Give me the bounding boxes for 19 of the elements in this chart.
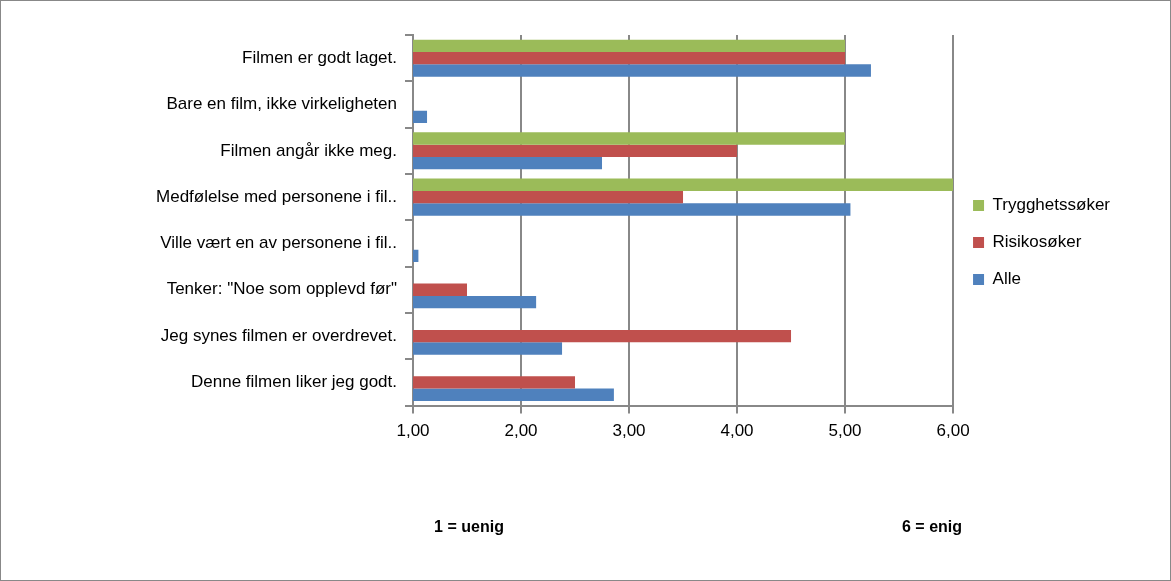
y-tick-label: Filmen angår ikke meg. bbox=[220, 140, 397, 160]
x-tick-label: 1,00 bbox=[396, 421, 430, 441]
text: 1 = uenig bbox=[434, 518, 504, 536]
y-tick-label: Jeg synes filmen er overdrevet. bbox=[160, 325, 397, 345]
x-tick-label: 6,00 bbox=[936, 421, 970, 441]
legend-label: Risikosøker bbox=[992, 232, 1082, 252]
y-tick-label: Medfølelse med personene i fil.. bbox=[156, 186, 397, 206]
y-tick-label: Bare en film, ikke virkeligheten bbox=[166, 94, 397, 114]
x-tick-label: 2,00 bbox=[504, 421, 538, 441]
y-tick-label: Ville vært en av personene i fil.. bbox=[160, 233, 397, 253]
legend-label: Trygghetssøker bbox=[992, 195, 1111, 215]
y-tick-label: Tenker: "Noe som opplevd før" bbox=[166, 279, 397, 299]
x-tick-label: 5,00 bbox=[828, 421, 862, 441]
y-tick-label: Filmen er godt laget. bbox=[242, 47, 397, 67]
x-tick-label: 4,00 bbox=[720, 421, 754, 441]
text: 6 = enig bbox=[902, 518, 963, 536]
x-tick-label: 3,00 bbox=[612, 421, 646, 441]
legend-label: Alle bbox=[992, 269, 1021, 289]
y-tick-label: Denne filmen liker jeg godt. bbox=[190, 372, 397, 392]
